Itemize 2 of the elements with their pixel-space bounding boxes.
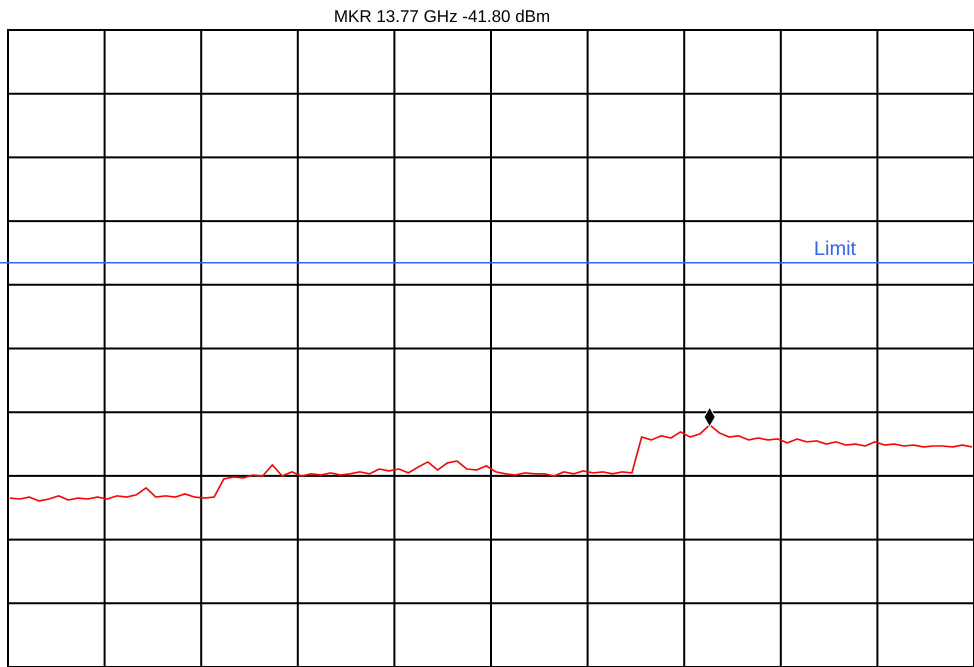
ref-line-label: Limit [814,238,857,260]
chart-title: MKR 13.77 GHz -41.80 dBm [334,7,550,26]
